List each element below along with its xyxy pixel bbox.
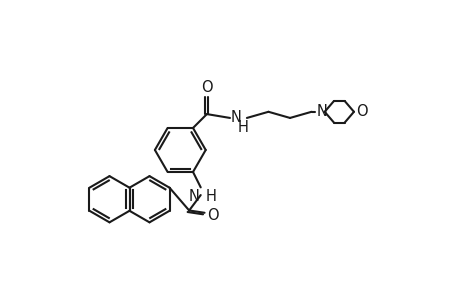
Text: N: N — [189, 189, 200, 204]
Text: N: N — [230, 110, 241, 125]
Text: N: N — [315, 104, 326, 119]
Text: H: H — [206, 189, 217, 204]
Text: H: H — [237, 120, 248, 135]
Text: O: O — [201, 80, 212, 95]
Text: O: O — [355, 104, 367, 119]
Text: O: O — [207, 208, 218, 223]
